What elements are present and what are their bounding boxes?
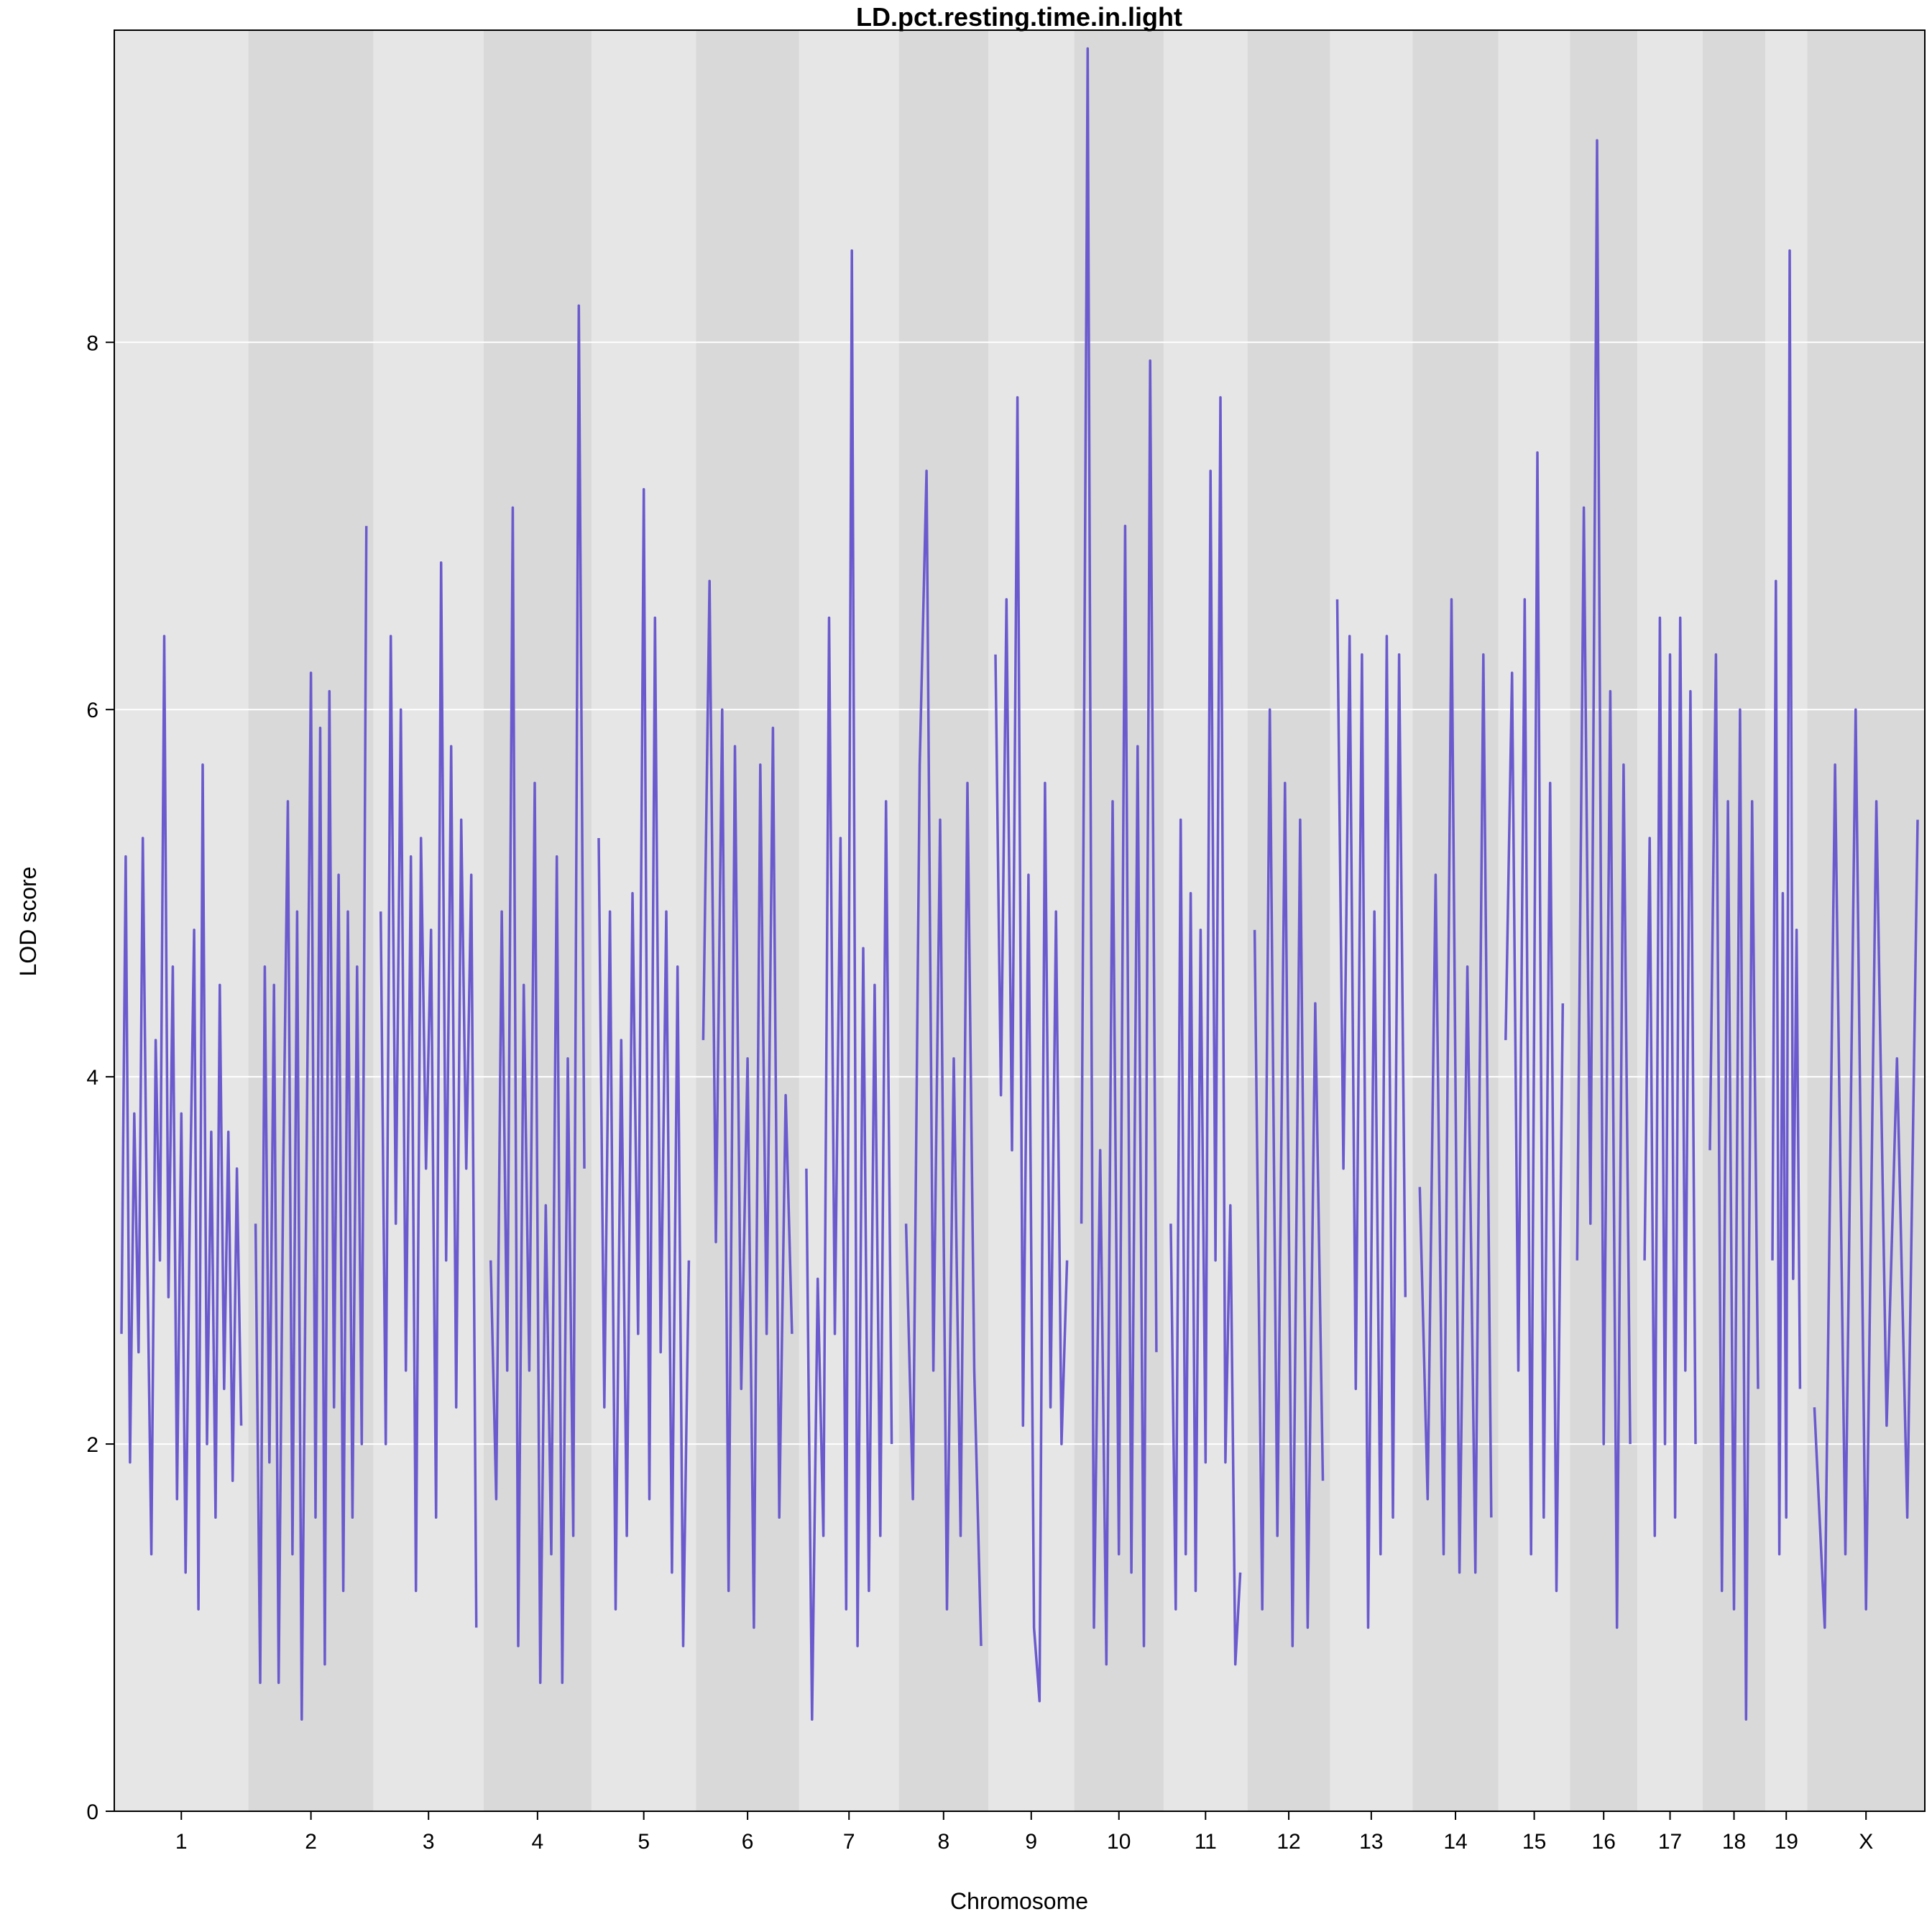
lod-line-chr-17 (1643, 616, 1697, 1537)
lod-line-chr-13 (1335, 599, 1407, 1629)
lod-line-chr-19 (1771, 249, 1802, 1556)
plot-frame (114, 29, 1926, 1812)
lod-line-chr-X (1813, 708, 1919, 1629)
lod-line-chr-3 (379, 561, 478, 1628)
lod-line-chr-15 (1504, 451, 1565, 1593)
y-axis: 0 2 4 6 8 (86, 331, 114, 1824)
chromosome-band-6 (696, 30, 799, 1811)
x-tick-label-1: 1 (175, 1830, 188, 1854)
chromosome-band-12 (1247, 30, 1330, 1811)
x-tick-label-8: 8 (937, 1830, 949, 1854)
x-tick-label-13: 13 (1359, 1830, 1383, 1854)
lod-line-chr-8 (904, 469, 983, 1647)
y-tick-label-2: 2 (86, 1433, 98, 1457)
chromosome-band-3 (373, 30, 484, 1811)
lod-line-chr-2 (254, 525, 368, 1721)
chromosome-band-8 (898, 30, 988, 1811)
x-tick-label-5: 5 (638, 1830, 650, 1854)
chromosome-band-2 (248, 30, 374, 1811)
x-tick-label-12: 12 (1276, 1830, 1300, 1854)
y-tick-label-4: 4 (86, 1066, 98, 1090)
x-tick-label-9: 9 (1025, 1830, 1037, 1854)
y-axis-label: LOD score (15, 867, 41, 977)
x-tick-label-3: 3 (423, 1830, 435, 1854)
lod-line-chr-5 (597, 487, 691, 1647)
chromosome-band-13 (1330, 30, 1413, 1811)
lod-line-chr-11 (1169, 396, 1242, 1666)
lod-line-chr-1 (120, 635, 243, 1611)
x-tick-label-X: X (1859, 1830, 1873, 1854)
lod-line-chr-7 (805, 249, 893, 1721)
chromosome-band-19 (1765, 30, 1808, 1811)
x-tick-label-10: 10 (1107, 1830, 1131, 1854)
x-tick-label-16: 16 (1592, 1830, 1616, 1854)
x-tick-label-18: 18 (1722, 1830, 1746, 1854)
x-tick-label-4: 4 (532, 1830, 544, 1854)
x-axis: 1 2 3 4 5 6 7 8 9 10 11 12 13 14 15 16 17 18 19 X (175, 1811, 1873, 1854)
x-tick-label-7: 7 (843, 1830, 855, 1854)
x-tick-label-14: 14 (1443, 1830, 1467, 1854)
lod-series (120, 47, 1919, 1721)
lod-line-chr-4 (489, 304, 586, 1684)
y-tick-label-0: 0 (86, 1800, 98, 1824)
chromosome-band-14 (1412, 30, 1499, 1811)
lod-line-chr-10 (1080, 47, 1158, 1666)
x-tick-label-2: 2 (305, 1830, 317, 1854)
x-tick-label-6: 6 (742, 1830, 754, 1854)
lod-line-chr-12 (1253, 708, 1325, 1647)
x-tick-label-11: 11 (1195, 1830, 1217, 1854)
lod-line-chr-9 (994, 396, 1069, 1703)
x-tick-label-19: 19 (1775, 1830, 1798, 1854)
y-tick-label-8: 8 (86, 331, 98, 355)
lod-line-chr-6 (702, 579, 794, 1629)
x-tick-label-17: 17 (1658, 1830, 1682, 1854)
chart-title: LD.pct.resting.time.in.light (856, 2, 1182, 32)
chromosome-band-5 (591, 30, 696, 1811)
lod-line-chr-14 (1418, 598, 1493, 1574)
y-tick-label-6: 6 (86, 699, 98, 722)
lod-line-chr-16 (1576, 139, 1632, 1629)
lod-line-chr-18 (1708, 653, 1760, 1721)
chromosome-band-9 (988, 30, 1075, 1811)
x-tick-label-15: 15 (1522, 1830, 1546, 1854)
chromosome-band-1 (114, 30, 249, 1811)
x-axis-label: Chromosome (950, 1888, 1088, 1914)
